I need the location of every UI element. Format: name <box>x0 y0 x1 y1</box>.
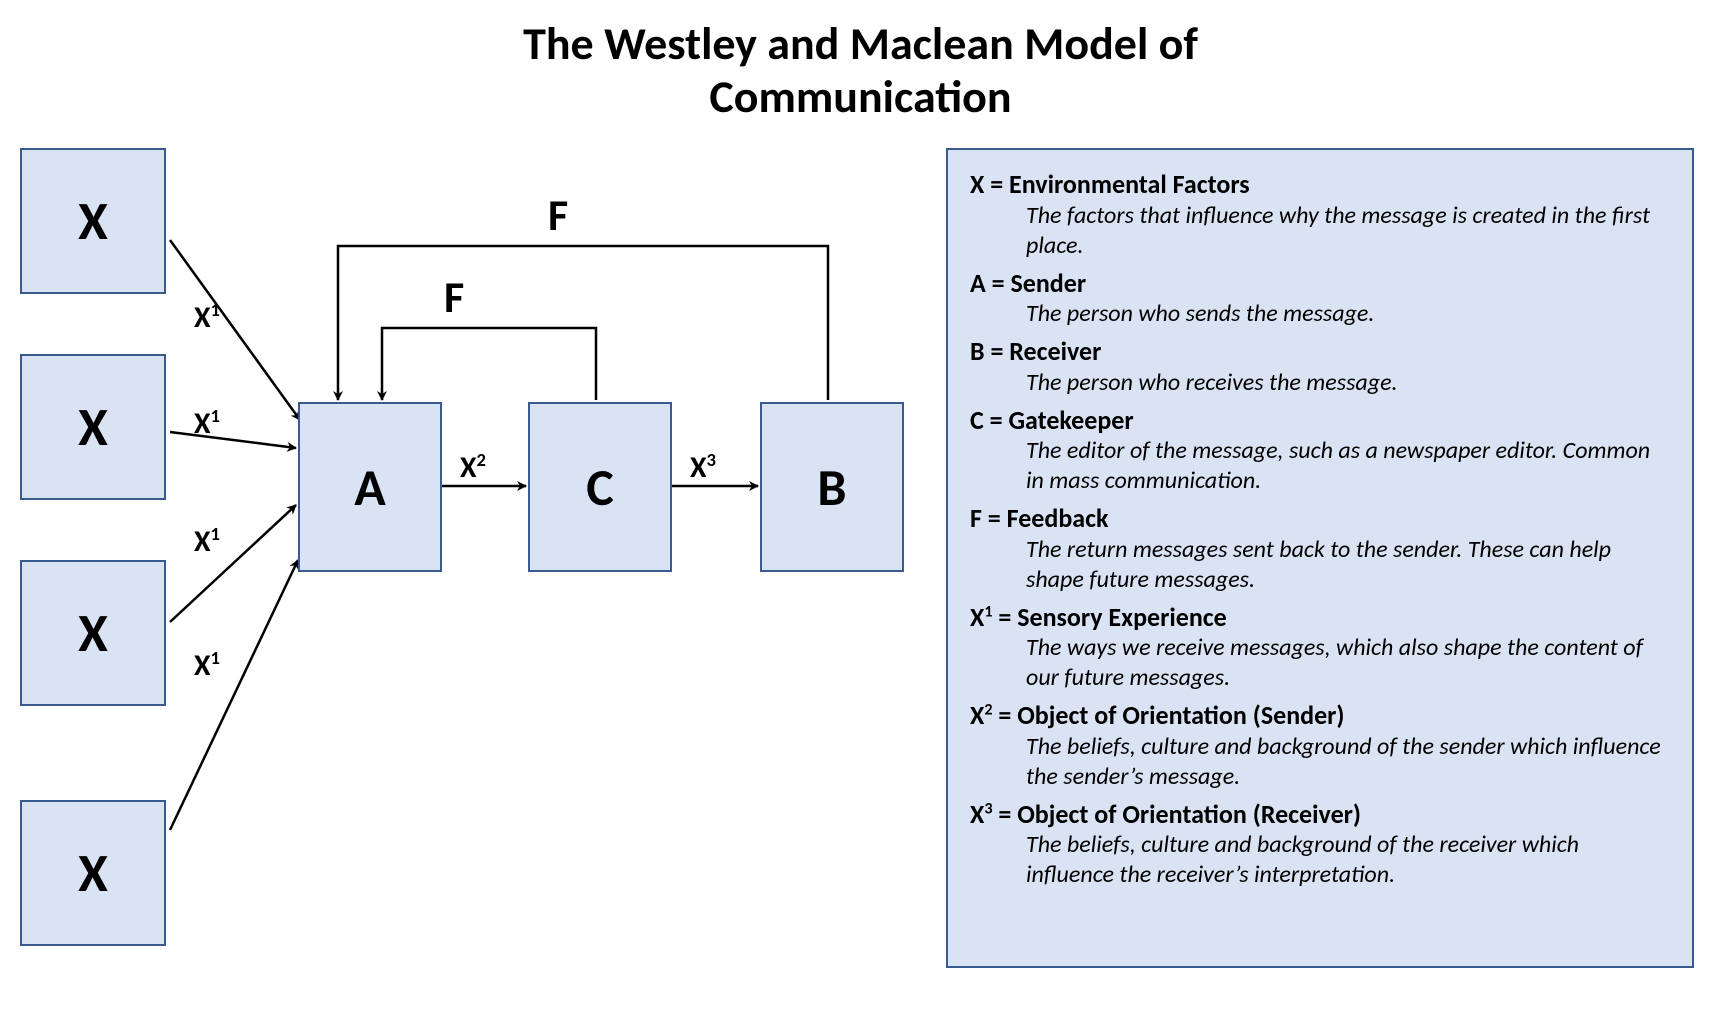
legend-def-7: The beliefs, culture and background of t… <box>970 830 1670 890</box>
edge-x3A <box>170 505 296 622</box>
edge-label-AC: X2 <box>460 448 486 486</box>
edge-label-fBA: F <box>548 188 568 242</box>
node-label-x3: X <box>78 600 108 666</box>
legend-def-3: The editor of the message, such as a new… <box>970 436 1670 496</box>
legend-def-4: The return messages sent back to the sen… <box>970 535 1670 595</box>
legend-term-2: B = Receiver <box>970 335 1670 368</box>
edge-x4A <box>170 560 298 830</box>
node-label-x2: X <box>78 394 108 460</box>
edge-label-x2A: X1 <box>194 404 220 442</box>
edge-x2A <box>170 432 296 448</box>
edge-x1A <box>170 240 300 420</box>
legend-def-2: The person who receives the message. <box>970 368 1670 398</box>
node-label-x4: X <box>78 840 108 906</box>
node-label-A: A <box>354 455 386 519</box>
node-C: C <box>528 402 672 572</box>
legend-def-0: The factors that influence why the messa… <box>970 201 1670 261</box>
edge-label-x1A: X1 <box>194 298 220 336</box>
legend-term-7: X3 = Object of Orientation (Receiver) <box>970 798 1670 831</box>
node-B: B <box>760 402 904 572</box>
legend-term-0: X = Environmental Factors <box>970 168 1670 201</box>
legend-term-4: F = Feedback <box>970 502 1670 535</box>
edge-fCA <box>382 328 596 400</box>
legend-def-1: The person who sends the message. <box>970 299 1670 329</box>
node-x4: X <box>20 800 166 946</box>
edge-label-x4A: X1 <box>194 646 220 684</box>
legend-term-6: X2 = Object of Orientation (Sender) <box>970 699 1670 732</box>
edge-label-fCA: F <box>444 270 464 324</box>
node-label-C: C <box>586 455 614 519</box>
legend-def-5: The ways we receive messages, which also… <box>970 633 1670 693</box>
diagram-title: The Westley and Maclean Model ofCommunic… <box>0 18 1721 124</box>
node-A: A <box>298 402 442 572</box>
edge-label-CB: X3 <box>690 448 716 486</box>
diagram-canvas: The Westley and Maclean Model ofCommunic… <box>0 0 1721 1013</box>
node-x3: X <box>20 560 166 706</box>
edge-label-x3A: X1 <box>194 522 220 560</box>
legend-term-5: X1 = Sensory Experience <box>970 601 1670 634</box>
legend-def-6: The beliefs, culture and background of t… <box>970 732 1670 792</box>
legend-term-1: A = Sender <box>970 267 1670 300</box>
legend-panel: X = Environmental FactorsThe factors tha… <box>946 148 1694 968</box>
node-label-B: B <box>817 455 846 519</box>
edge-fBA <box>338 246 828 400</box>
legend-term-3: C = Gatekeeper <box>970 404 1670 437</box>
node-x2: X <box>20 354 166 500</box>
node-label-x1: X <box>78 188 108 254</box>
node-x1: X <box>20 148 166 294</box>
